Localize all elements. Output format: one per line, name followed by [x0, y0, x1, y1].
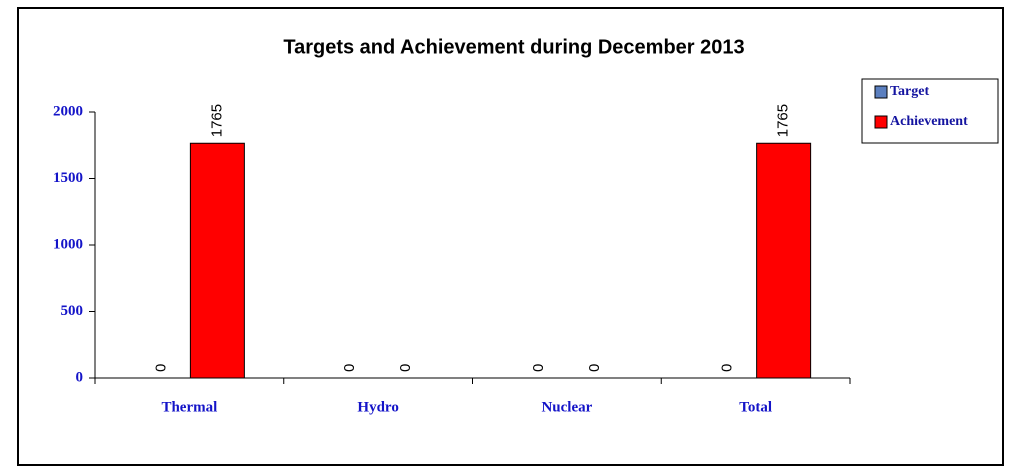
value-label: 0 — [397, 364, 414, 372]
legend-swatch — [874, 115, 888, 129]
x-tick-label: Hydro — [357, 399, 398, 415]
chart-frame — [17, 7, 1004, 466]
y-tick-label: 500 — [61, 303, 84, 319]
bar — [756, 142, 812, 379]
x-tick-label: Total — [739, 399, 772, 415]
value-label: 0 — [152, 364, 169, 372]
bar — [189, 142, 245, 379]
value-label: 0 — [586, 364, 603, 372]
y-tick-label: 1500 — [53, 170, 83, 186]
x-tick-label: Thermal — [161, 399, 217, 415]
y-tick-label: 0 — [76, 369, 84, 385]
y-tick-label: 1000 — [53, 236, 83, 252]
y-tick-label: 2000 — [53, 103, 83, 119]
value-label: 1765 — [208, 104, 225, 137]
value-label: 0 — [341, 364, 358, 372]
value-label: 0 — [719, 364, 736, 372]
chart-title: Targets and Achievement during December … — [283, 36, 744, 58]
legend-label: Achievement — [890, 114, 968, 129]
x-tick-label: Nuclear — [541, 399, 592, 415]
legend-swatch — [874, 85, 888, 99]
value-label: 0 — [530, 364, 547, 372]
value-label: 1765 — [775, 104, 792, 137]
legend-label: Target — [890, 84, 929, 99]
